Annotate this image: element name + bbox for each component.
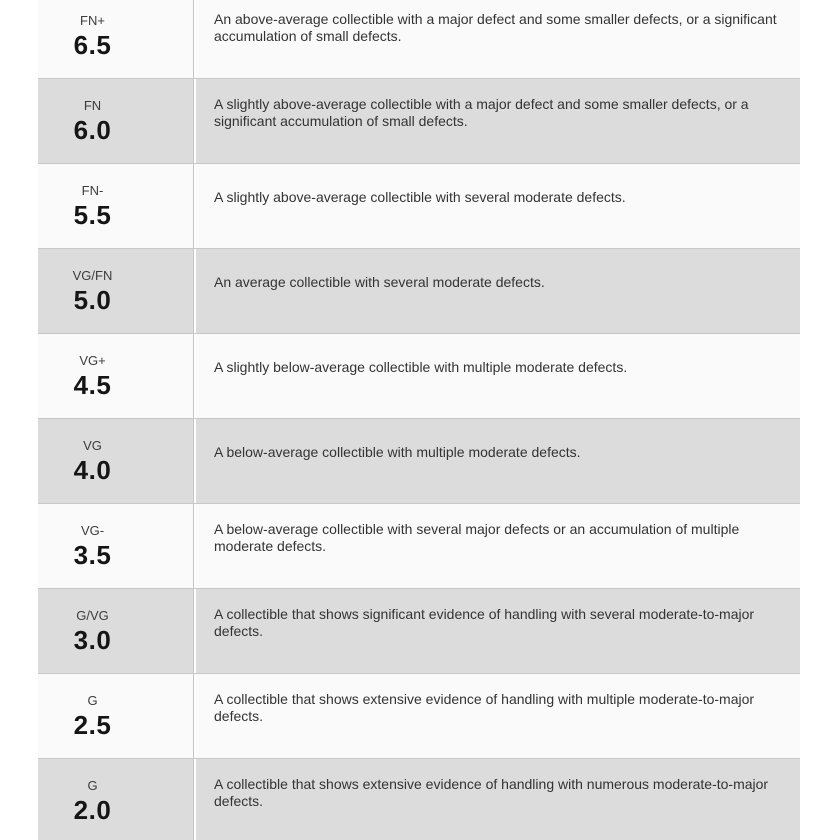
description-cell: A slightly below-average collectible wit… — [194, 334, 800, 418]
grade-label: VG — [83, 437, 102, 453]
description-cell: A collectible that shows extensive evide… — [194, 759, 800, 840]
description-text: A slightly above-average collectible wit… — [214, 189, 626, 206]
grade-label: FN+ — [80, 12, 105, 28]
grade-cell: G/VG 3.0 — [38, 589, 194, 673]
grade-value: 6.5 — [73, 29, 112, 60]
grade-label: FN- — [81, 182, 104, 198]
table-row: VG 4.0 A below-average collectible with … — [38, 419, 800, 504]
grade-value: 3.0 — [73, 624, 112, 655]
description-text: A slightly above-average collectible wit… — [214, 95, 749, 130]
description-text: A below-average collectible with multipl… — [214, 444, 581, 461]
description-cell: An average collectible with several mode… — [194, 249, 800, 333]
grade-value: 3.5 — [73, 539, 112, 570]
table-row: FN- 5.5 A slightly above-average collect… — [38, 164, 800, 249]
grade-label: VG/FN — [72, 267, 113, 283]
grade-cell: FN 6.0 — [38, 79, 194, 163]
description-cell: A collectible that shows extensive evide… — [194, 674, 800, 758]
table-row: VG+ 4.5 A slightly below-average collect… — [38, 334, 800, 419]
grade-label: G/VG — [76, 607, 109, 623]
description-text: A below-average collectible with several… — [214, 520, 740, 555]
table-row: FN 6.0 A slightly above-average collecti… — [38, 79, 800, 164]
description-cell: A below-average collectible with multipl… — [194, 419, 800, 503]
grade-value: 2.5 — [73, 709, 112, 740]
grade-value: 6.0 — [73, 114, 112, 145]
grade-label: VG- — [80, 522, 105, 538]
table-row: FN+ 6.5 An above-average collectible wit… — [38, 0, 800, 79]
grade-value: 4.5 — [73, 369, 112, 400]
grade-label: VG+ — [79, 352, 106, 368]
table-row: VG- 3.5 A below-average collectible with… — [38, 504, 800, 589]
grade-cell: G 2.5 — [38, 674, 194, 758]
table-row: G 2.0 A collectible that shows extensive… — [38, 759, 800, 840]
grade-value: 4.0 — [73, 454, 112, 485]
grade-cell: VG/FN 5.0 — [38, 249, 194, 333]
description-text: An above-average collectible with a majo… — [214, 10, 777, 45]
description-cell: A slightly above-average collectible wit… — [194, 164, 800, 248]
grade-value: 5.0 — [73, 284, 112, 315]
grade-label: G — [87, 692, 98, 708]
grade-cell: VG 4.0 — [38, 419, 194, 503]
grading-scale-table: FN+ 6.5 An above-average collectible wit… — [38, 0, 800, 840]
grade-cell: VG+ 4.5 — [38, 334, 194, 418]
grade-cell: G 2.0 — [38, 759, 194, 840]
table-row: VG/FN 5.0 An average collectible with se… — [38, 249, 800, 334]
description-text: A slightly below-average collectible wit… — [214, 359, 628, 376]
description-text: A collectible that shows extensive evide… — [214, 775, 769, 810]
grade-cell: FN+ 6.5 — [38, 0, 194, 78]
description-cell: A slightly above-average collectible wit… — [194, 79, 800, 163]
table-row: G 2.5 A collectible that shows extensive… — [38, 674, 800, 759]
description-text: A collectible that shows extensive evide… — [214, 690, 755, 725]
grade-value: 5.5 — [73, 199, 112, 230]
grade-value: 2.0 — [73, 794, 112, 825]
grade-cell: VG- 3.5 — [38, 504, 194, 588]
description-cell: An above-average collectible with a majo… — [194, 0, 800, 78]
grade-label: G — [87, 777, 98, 793]
grade-cell: FN- 5.5 — [38, 164, 194, 248]
grade-label: FN — [83, 97, 102, 113]
description-cell: A below-average collectible with several… — [194, 504, 800, 588]
table-row: G/VG 3.0 A collectible that shows signif… — [38, 589, 800, 674]
description-cell: A collectible that shows significant evi… — [194, 589, 800, 673]
description-text: A collectible that shows significant evi… — [214, 605, 755, 640]
description-text: An average collectible with several mode… — [214, 274, 545, 291]
